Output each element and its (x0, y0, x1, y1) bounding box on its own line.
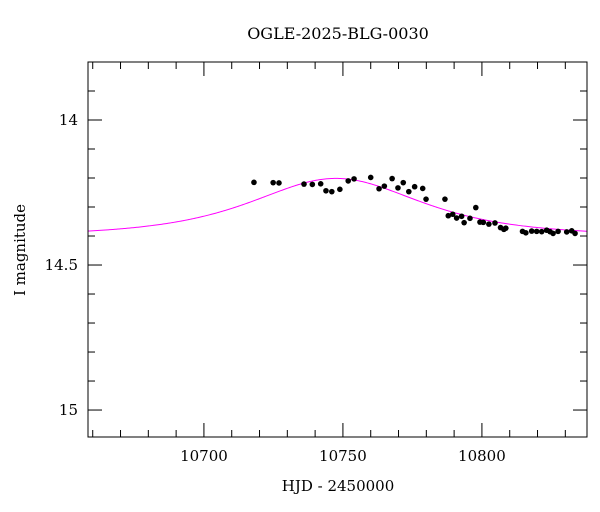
data-point (423, 196, 429, 202)
axis-ticks (88, 61, 587, 437)
data-point (572, 230, 578, 237)
data-point (503, 225, 509, 231)
plot-area (87, 61, 588, 438)
data-point (376, 185, 382, 192)
data-point (528, 228, 535, 234)
data-point (411, 183, 418, 190)
chart-title: OGLE-2025-BLG-0030 (247, 24, 429, 43)
data-point (461, 219, 467, 226)
x-tick-label: 10700 (180, 447, 228, 465)
data-point (492, 220, 498, 226)
x-tick-label: 10750 (319, 447, 367, 465)
y-tick-label: 14.5 (45, 256, 78, 274)
x-tick-label: 10800 (458, 447, 506, 465)
data-point (533, 228, 540, 235)
x-axis-label: HJD - 2450000 (282, 477, 395, 495)
data-point (445, 212, 452, 219)
data-point (467, 215, 473, 222)
data-point (563, 229, 570, 235)
data-point (381, 183, 388, 189)
data-point (367, 174, 374, 181)
y-axis-label: I magnitude (11, 204, 29, 296)
data-point (395, 185, 401, 191)
data-point (550, 230, 556, 237)
data-point (486, 221, 492, 227)
data-point (523, 230, 529, 236)
data-point (337, 186, 343, 193)
data-point (345, 178, 352, 184)
data-point (400, 179, 407, 186)
data-point (251, 179, 257, 186)
data-point (458, 213, 465, 220)
model-curve (88, 177, 587, 232)
data-point (480, 219, 487, 226)
y-tick-label: 14 (59, 111, 78, 129)
data-point (301, 181, 307, 187)
plot-frame (87, 61, 588, 438)
y-tick-label: 15 (59, 401, 78, 419)
data-point (329, 188, 335, 195)
data-point (538, 228, 545, 235)
data-point (309, 181, 316, 188)
data-point (406, 188, 412, 195)
data-point (317, 181, 324, 187)
data-point (270, 179, 276, 186)
data-point (276, 180, 282, 186)
data-point (419, 185, 426, 192)
data-point (323, 187, 329, 194)
data-point (453, 215, 460, 221)
data-point (351, 176, 357, 182)
data-point (449, 211, 456, 218)
data-point (442, 196, 448, 202)
data-point (473, 204, 479, 211)
data-point (555, 228, 561, 235)
data-point (389, 175, 395, 182)
